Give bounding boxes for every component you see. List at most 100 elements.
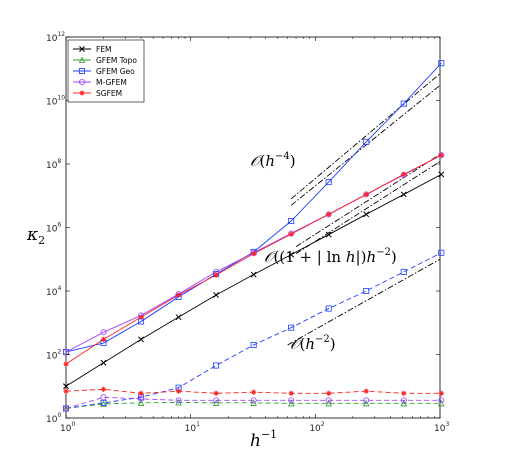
- series-7-point-5: [251, 251, 257, 257]
- series-7-point-4: [213, 272, 219, 278]
- series-7-point-6: [288, 231, 294, 237]
- series-6-point-8: [363, 388, 369, 394]
- series-3-point-7: [325, 305, 332, 312]
- series-6-point-4-d2: [213, 391, 219, 396]
- series-0-point-10: [438, 171, 445, 178]
- legend-label-2: GFEM Geo: [96, 67, 135, 76]
- annotation-h2: 𝒪(h−2): [290, 334, 336, 353]
- series-0-point-10-b: [438, 171, 445, 178]
- series-7-point-9-d2: [401, 172, 406, 177]
- series-0-point-8-b: [363, 211, 370, 218]
- series-1-point-1: [100, 400, 107, 407]
- series-4-point-4: [213, 397, 220, 404]
- series-0-point-7-b: [325, 231, 332, 238]
- series-6-point-10-d2: [439, 391, 444, 396]
- series-4-point-1: [100, 394, 107, 401]
- series-6-point-6-d2: [288, 391, 294, 396]
- series-1-point-9: [400, 399, 408, 407]
- series-7-point-6-d2: [288, 231, 294, 237]
- series-0-point-2: [138, 336, 145, 343]
- series-7-point-1: [100, 336, 107, 342]
- series-3-point-8: [363, 287, 370, 294]
- series-0-point-9-b: [400, 191, 407, 198]
- series-7-point-3-d2: [176, 292, 181, 298]
- series-6-point-9-d2: [401, 391, 406, 396]
- series-0-point-0-b: [63, 383, 69, 390]
- x-axis-label: h−1: [250, 428, 277, 451]
- series-3-point-5: [250, 341, 257, 348]
- x-tick-label-0: 100: [60, 421, 75, 434]
- series-0-point-7: [325, 231, 332, 238]
- x-tick-label-1: 101: [185, 421, 200, 434]
- series-7-point-8-d2: [364, 192, 369, 197]
- legend-marker-0: [79, 46, 85, 52]
- series-4-point-6: [288, 397, 295, 404]
- series-0-point-8: [363, 211, 370, 218]
- x-tick-label-2: 102: [309, 421, 324, 434]
- reference-line-3: [295, 161, 441, 255]
- series-1-point-8: [362, 399, 370, 407]
- series-7-point-10: [438, 152, 444, 158]
- series-6-point-8-d2: [364, 388, 369, 394]
- series-7-point-0-d2: [63, 361, 69, 367]
- series-7-point-0: [63, 361, 69, 367]
- series-7-point-8: [363, 191, 369, 198]
- reference-lines: [287, 73, 441, 346]
- series-6-point-5-d2: [251, 390, 256, 395]
- series-1-point-7: [325, 399, 332, 407]
- series-0-point-5: [250, 271, 257, 278]
- series-0-point-2-b: [138, 336, 145, 343]
- series-2-point-9: [400, 100, 407, 107]
- series-7-point-2: [138, 314, 144, 320]
- series-6-point-2: [138, 390, 144, 396]
- series-1-point-2: [137, 399, 145, 406]
- reference-line-0: [290, 73, 441, 200]
- y-axis-label: κ2: [26, 225, 45, 247]
- series-line-3: [65, 252, 442, 409]
- annotation-lnh2: 𝒪((1 + | ln h|)h−2): [264, 247, 397, 266]
- series-6-point-0: [63, 388, 69, 394]
- series-0-point-3-b: [175, 314, 182, 321]
- y-tick-label-2: 104: [46, 285, 61, 298]
- legend-marker-4: [79, 90, 85, 96]
- series-3-point-4: [213, 362, 220, 369]
- series-2-point-10: [438, 60, 445, 67]
- series-4-point-2: [138, 395, 145, 402]
- series-6-point-6: [288, 390, 294, 396]
- x-tick-label-3: 103: [434, 421, 449, 434]
- series-4-point-5: [250, 397, 257, 404]
- series-6-point-10: [438, 390, 444, 396]
- series-0-point-0: [63, 383, 69, 390]
- series-4-point-10: [438, 397, 445, 404]
- series-6-point-0-d2: [63, 388, 69, 394]
- y-tick-label-5: 1010: [46, 95, 65, 108]
- legend: FEM GFEM Topo GFEM Geo M-GFEM SGFEM: [67, 39, 145, 103]
- series-6-point-3-d2: [176, 388, 181, 394]
- legend-marker-3: [79, 79, 86, 86]
- series-3-point-6: [288, 324, 295, 331]
- series-0-point-4-b: [213, 292, 220, 298]
- annotation-h4: 𝒪(h−4): [250, 151, 296, 170]
- series-6-point-2-d2: [138, 391, 144, 396]
- legend-marker-4-d2: [79, 90, 85, 96]
- series-4-point-0: [63, 405, 70, 412]
- series-6-point-7-d2: [326, 391, 331, 396]
- series-5-point-1: [100, 329, 107, 336]
- series-0-point-9: [400, 191, 407, 198]
- series-4-point-7: [325, 397, 332, 404]
- reference-line-2: [295, 154, 441, 247]
- series-3-point-10: [438, 249, 445, 256]
- series-4-point-8: [363, 397, 370, 404]
- series-7-point-3: [175, 292, 182, 298]
- series-1-point-6: [287, 399, 295, 407]
- legend-marker-1: [78, 56, 86, 63]
- series-7-point-4-d2: [213, 272, 219, 278]
- legend-label-1: GFEM Topo: [96, 56, 137, 65]
- series-2-point-7: [325, 179, 332, 186]
- series-1-point-10: [438, 399, 445, 407]
- series-6-point-3: [175, 388, 182, 394]
- y-tick-label-6: 1012: [46, 31, 65, 44]
- series-4-point-9: [400, 397, 407, 404]
- series-0-point-6: [288, 251, 295, 258]
